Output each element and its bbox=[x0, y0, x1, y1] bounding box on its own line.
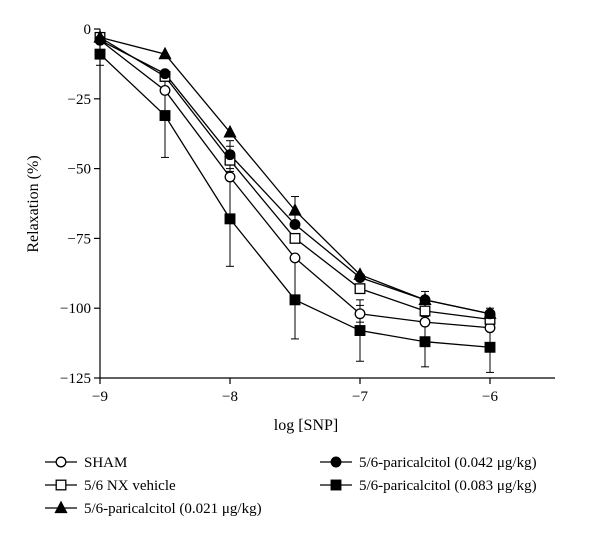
legend-item: 5/6 NX vehicle bbox=[45, 478, 176, 494]
legend-item: 5/6-paricalcitol (0.042 μg/kg) bbox=[320, 455, 537, 471]
legend-marker bbox=[330, 479, 342, 491]
data-point bbox=[419, 316, 431, 328]
data-point bbox=[223, 124, 237, 138]
legend-marker bbox=[55, 479, 67, 491]
y-axis-label: Relaxation (%) bbox=[25, 155, 42, 252]
x-tick-label: −7 bbox=[352, 389, 368, 405]
data-point bbox=[159, 110, 171, 122]
data-point bbox=[289, 232, 301, 244]
legend-item: 5/6-paricalcitol (0.021 μg/kg) bbox=[45, 500, 262, 517]
y-tick-label: −50 bbox=[68, 162, 91, 178]
data-point bbox=[159, 84, 171, 96]
data-point bbox=[224, 213, 236, 225]
legend-label: SHAM bbox=[84, 455, 127, 471]
data-point bbox=[484, 341, 496, 353]
data-point bbox=[354, 272, 366, 283]
legend-label: 5/6-paricalcitol (0.042 μg/kg) bbox=[359, 455, 537, 471]
data-point bbox=[419, 305, 431, 317]
y-tick-label: −75 bbox=[68, 231, 91, 247]
x-tick-label: −8 bbox=[222, 389, 238, 405]
data-point bbox=[354, 283, 366, 295]
y-tick-label: −100 bbox=[60, 301, 91, 317]
data-point bbox=[288, 203, 302, 216]
data-point bbox=[224, 171, 236, 183]
x-tick-label: −6 bbox=[482, 389, 498, 405]
data-point bbox=[289, 218, 301, 230]
legend: SHAM 5/6 NX vehicle 5/6-paricalcitol (0.02… bbox=[45, 455, 537, 517]
y-tick-label: −25 bbox=[68, 92, 91, 108]
legend-marker bbox=[54, 500, 68, 514]
legend-item: SHAM bbox=[45, 455, 127, 471]
legend-label: 5/6 NX vehicle bbox=[84, 478, 176, 494]
data-point bbox=[94, 34, 106, 46]
series-markers bbox=[93, 29, 497, 353]
data-point bbox=[224, 149, 236, 161]
data-point bbox=[289, 252, 301, 264]
legend-marker bbox=[330, 456, 342, 468]
x-tick-label: −9 bbox=[92, 389, 108, 405]
y-tick-label: 0 bbox=[84, 22, 92, 38]
data-point bbox=[289, 294, 301, 306]
legend-marker bbox=[55, 456, 67, 468]
data-point bbox=[158, 46, 172, 60]
data-point bbox=[159, 68, 171, 80]
y-tick-label: −125 bbox=[60, 371, 91, 387]
data-point bbox=[419, 294, 431, 306]
legend-item: 5/6-paricalcitol (0.083 μg/kg) bbox=[320, 478, 537, 494]
data-point bbox=[354, 325, 366, 336]
legend-label: 5/6-paricalcitol (0.083 μg/kg) bbox=[359, 478, 537, 494]
data-point bbox=[419, 336, 431, 348]
x-axis-label: log [SNP] bbox=[274, 417, 338, 434]
legend-label: 5/6-paricalcitol (0.021 μg/kg) bbox=[84, 501, 262, 517]
axes: 0 −25 −50 −75 −100 −125−9 −8 −7 −6 bbox=[60, 22, 555, 405]
data-point bbox=[94, 48, 106, 60]
data-point bbox=[354, 308, 366, 320]
data-point bbox=[484, 308, 496, 320]
